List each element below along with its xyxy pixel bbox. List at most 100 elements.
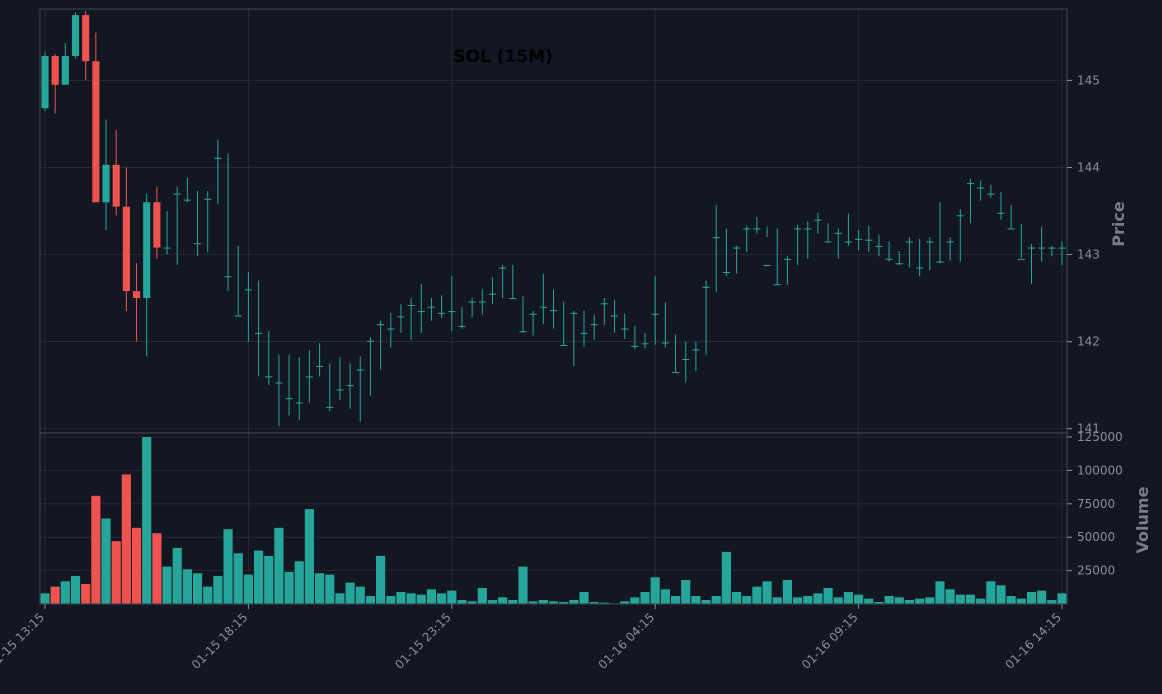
candle-down bbox=[153, 202, 161, 248]
volume-bar bbox=[304, 509, 314, 604]
volume-bar bbox=[111, 541, 121, 604]
candle-up bbox=[224, 276, 232, 278]
volume-bar bbox=[376, 555, 386, 604]
volume-bar bbox=[681, 579, 691, 604]
candle-up bbox=[743, 228, 751, 230]
candle-up bbox=[733, 247, 741, 249]
volume-bar bbox=[284, 571, 294, 604]
volume-bar bbox=[274, 527, 284, 604]
volume-bar bbox=[894, 597, 904, 604]
candle-up bbox=[305, 376, 313, 378]
volume-bar bbox=[813, 593, 823, 604]
volume-bar bbox=[365, 595, 376, 604]
candle-up bbox=[753, 228, 761, 230]
candle-up bbox=[488, 293, 497, 295]
volume-tick-label: 25000 bbox=[1077, 564, 1115, 578]
candle-up bbox=[193, 243, 202, 245]
volume-bar bbox=[243, 574, 253, 604]
candle-up bbox=[458, 325, 466, 327]
candle-up bbox=[641, 343, 649, 345]
volume-bar bbox=[508, 599, 518, 604]
volume-bar bbox=[884, 595, 894, 604]
candle-up bbox=[407, 305, 415, 307]
candle-up bbox=[265, 376, 273, 378]
volume-bar bbox=[40, 593, 50, 604]
volume-bar bbox=[996, 585, 1006, 604]
candle-up bbox=[570, 312, 578, 314]
candle-down bbox=[51, 56, 59, 85]
volume-bar bbox=[630, 597, 640, 604]
candle-up bbox=[946, 241, 954, 243]
candle-down bbox=[132, 291, 141, 299]
price-tick-label: 145 bbox=[1077, 73, 1100, 87]
candle-up bbox=[834, 232, 842, 234]
candle-up bbox=[1007, 228, 1015, 230]
candle-up bbox=[916, 267, 924, 269]
volume-bar bbox=[355, 586, 365, 604]
candle-up bbox=[977, 187, 985, 189]
volume-bar bbox=[1016, 598, 1026, 604]
volume-bar bbox=[569, 599, 579, 604]
volume-bar bbox=[965, 594, 976, 604]
volume-bar bbox=[1026, 591, 1037, 604]
candle-up bbox=[1017, 258, 1025, 260]
candle-up bbox=[499, 267, 507, 269]
candle-up bbox=[356, 369, 364, 371]
candle-up bbox=[173, 193, 181, 195]
candle-down bbox=[122, 206, 130, 292]
volume-bar bbox=[101, 518, 111, 604]
volume-bar bbox=[864, 598, 874, 604]
volume-bar bbox=[152, 533, 162, 604]
volume-bar bbox=[976, 598, 986, 604]
volume-bar bbox=[1006, 595, 1016, 604]
candle-up bbox=[651, 313, 659, 315]
candle-up bbox=[926, 241, 934, 243]
volume-bar bbox=[345, 582, 355, 604]
volume-bar bbox=[742, 595, 752, 604]
price-grid bbox=[40, 9, 1067, 433]
volume-bar bbox=[81, 583, 91, 604]
candle-up bbox=[346, 385, 354, 387]
candle-up bbox=[794, 228, 802, 230]
volume-bar bbox=[660, 589, 670, 604]
candle-up bbox=[397, 316, 405, 318]
candle-up bbox=[600, 303, 608, 305]
volume-bar bbox=[396, 591, 406, 604]
candle-up bbox=[560, 345, 568, 347]
candle-up bbox=[468, 301, 476, 303]
volume-bar bbox=[915, 598, 925, 604]
volume-bar bbox=[762, 581, 772, 604]
volume-bar bbox=[223, 529, 233, 604]
volume-bar bbox=[589, 601, 599, 604]
candle-up bbox=[763, 264, 771, 266]
candle-up bbox=[671, 372, 680, 374]
volume-tick-label: 100000 bbox=[1077, 463, 1123, 477]
candle-up bbox=[610, 315, 619, 317]
candle-up bbox=[702, 286, 710, 288]
candle-up bbox=[438, 312, 446, 314]
candle-up bbox=[234, 315, 242, 317]
volume-bar bbox=[172, 547, 182, 604]
volume-bar bbox=[711, 595, 721, 604]
candle-up bbox=[1048, 247, 1056, 249]
candle-up bbox=[773, 284, 781, 286]
volume-bar bbox=[874, 601, 884, 604]
volume-bar bbox=[121, 474, 131, 604]
price-tick-label: 142 bbox=[1077, 335, 1100, 349]
price-candles bbox=[41, 10, 1066, 427]
volume-bar bbox=[752, 586, 762, 604]
volume-bar bbox=[670, 595, 681, 604]
candle-up bbox=[722, 271, 730, 273]
volume-bar bbox=[1037, 590, 1047, 604]
candle-up bbox=[905, 241, 914, 243]
volume-bar bbox=[142, 437, 152, 604]
volume-bar bbox=[264, 555, 274, 604]
volume-bar bbox=[60, 581, 70, 604]
volume-bar bbox=[315, 573, 325, 604]
candle-up bbox=[448, 311, 456, 313]
candle-up bbox=[712, 237, 720, 239]
candle-up bbox=[143, 202, 151, 299]
volume-bar bbox=[192, 573, 203, 604]
volume-bar bbox=[691, 595, 701, 604]
